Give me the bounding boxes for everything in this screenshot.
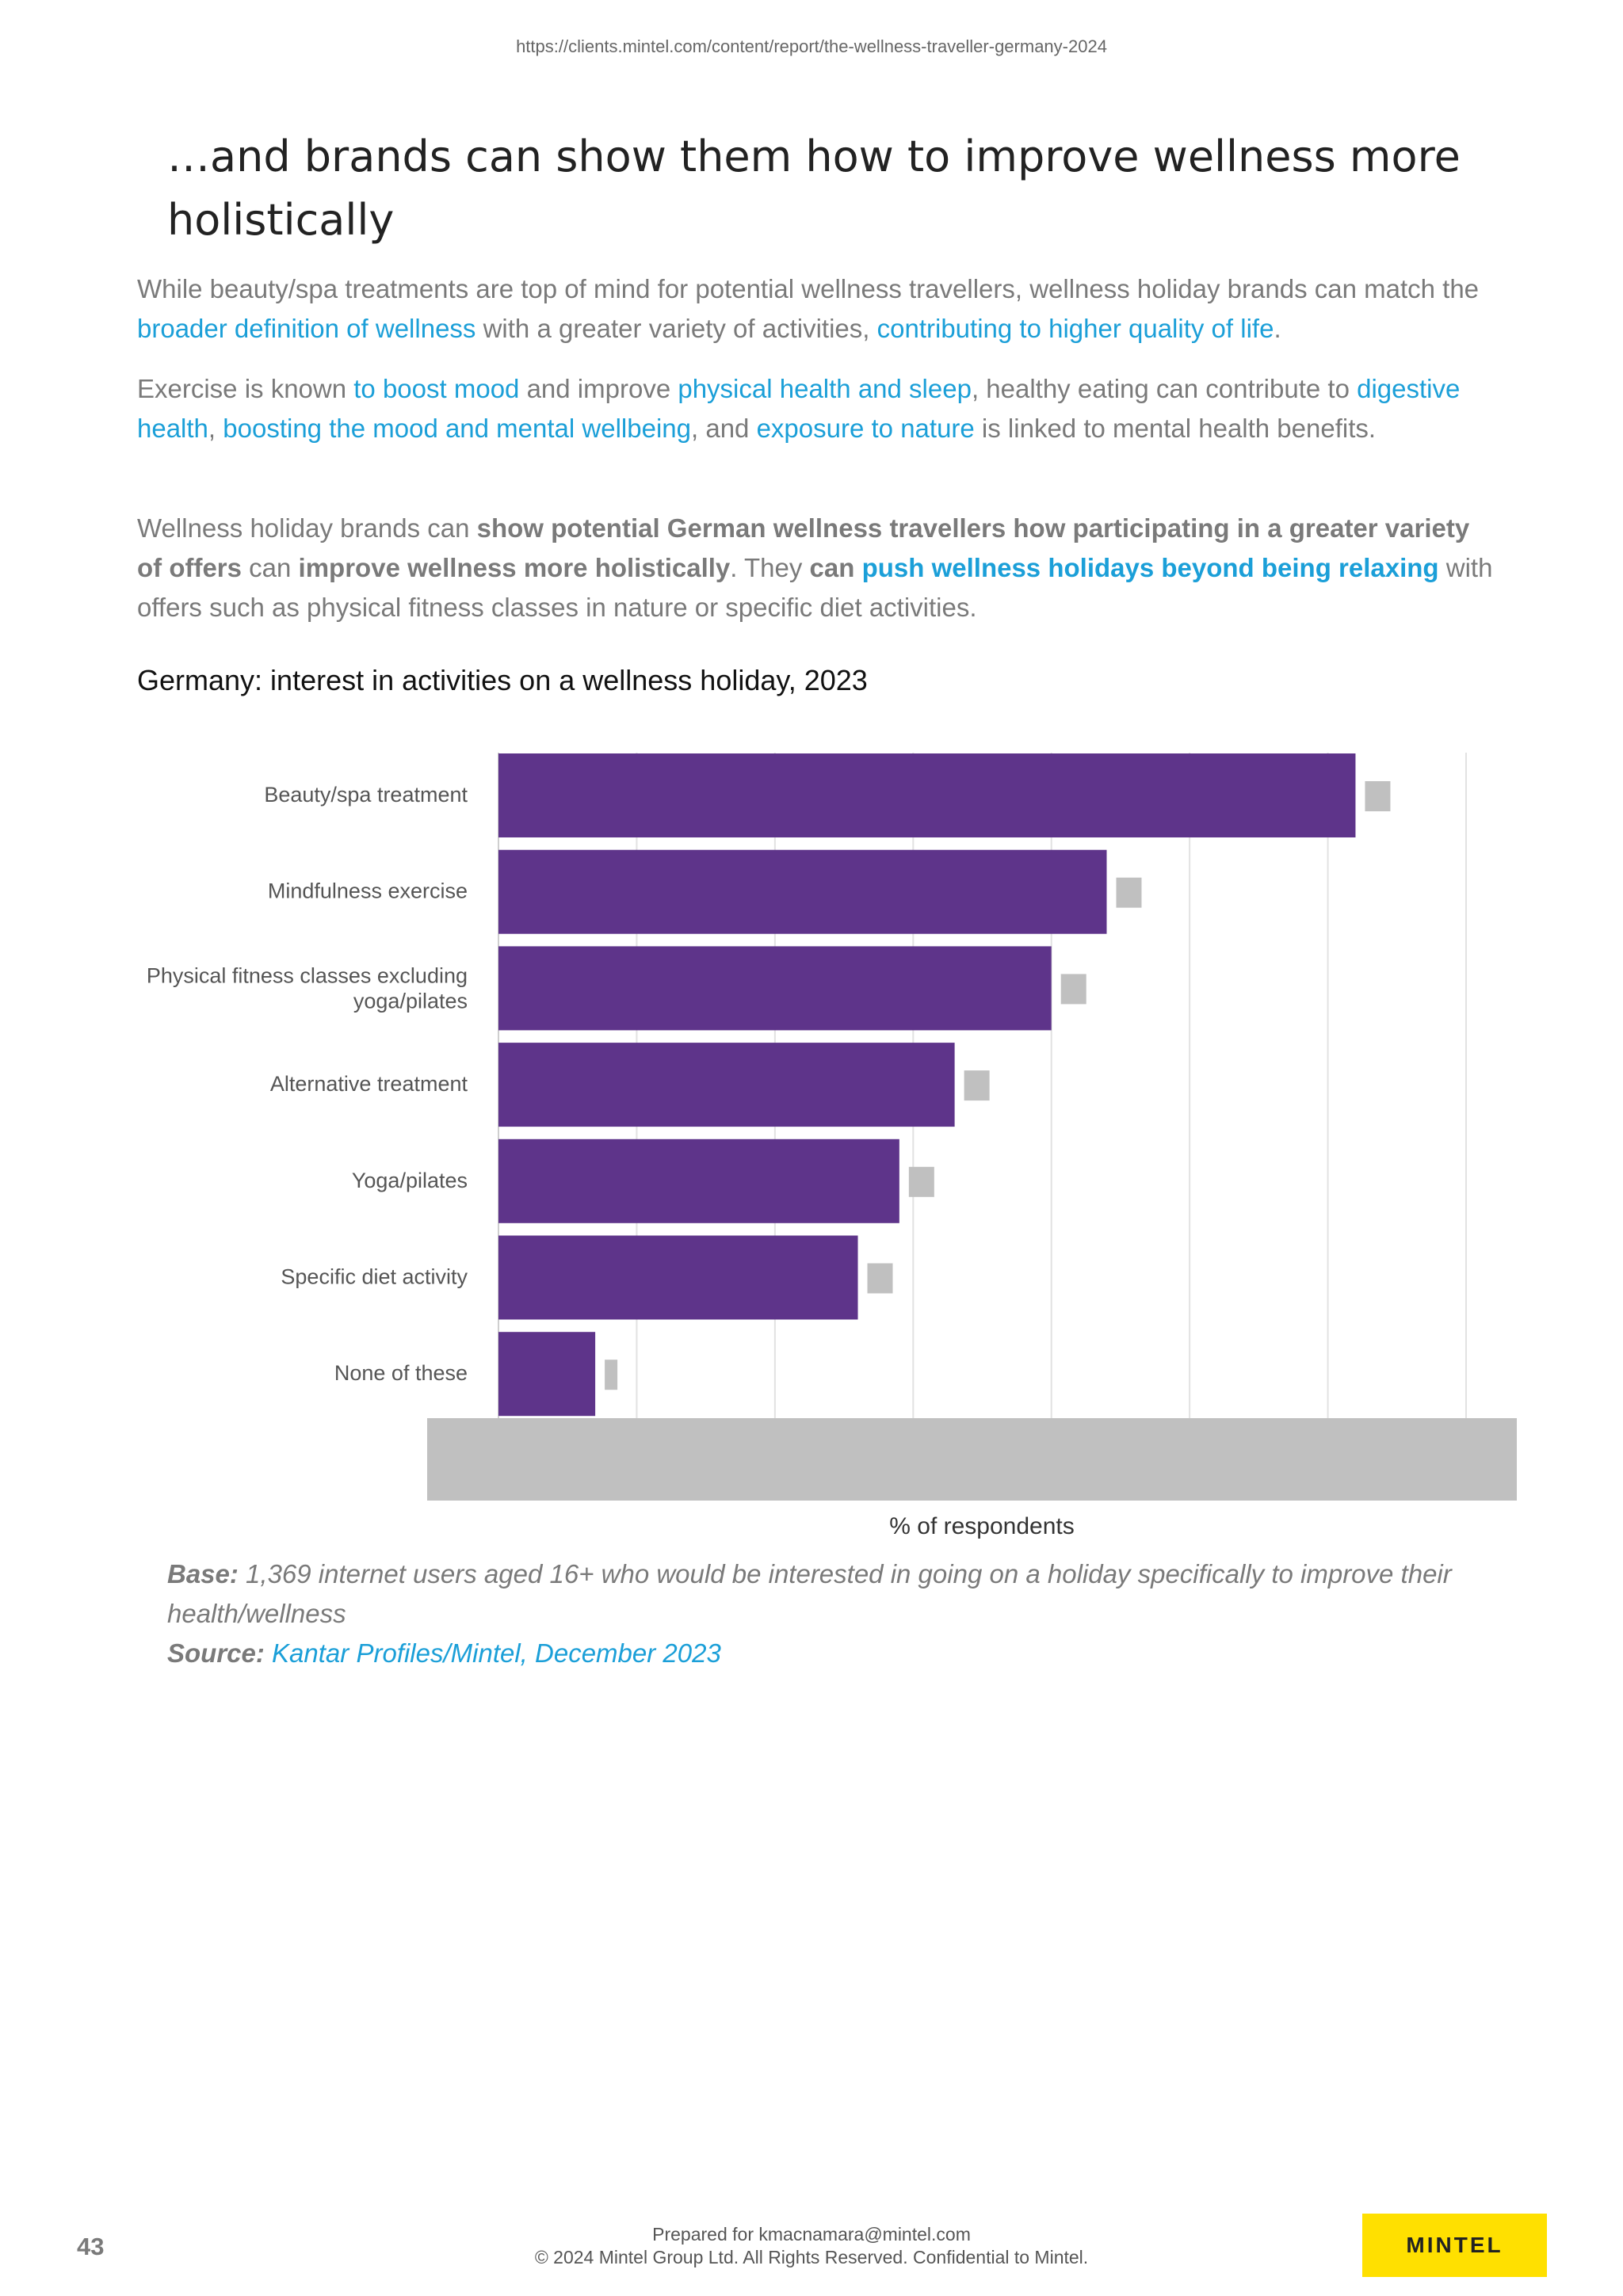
- emphasis: improve wellness more holistically: [298, 553, 731, 582]
- text: , and: [691, 414, 757, 443]
- report-url: https://clients.mintel.com/content/repor…: [516, 36, 1107, 56]
- text: Exercise is known: [137, 374, 354, 403]
- category-label: Beauty/spa treatment: [264, 783, 468, 807]
- category-label: Yoga/pilates: [352, 1169, 468, 1192]
- source-link[interactable]: Kantar Profiles/Mintel, December 2023: [272, 1638, 721, 1668]
- category-label: Specific diet activity: [281, 1265, 468, 1289]
- bar-marker: [908, 1166, 934, 1197]
- link-quality-of-life[interactable]: contributing to higher quality of life: [876, 314, 1274, 343]
- link-boost-mood[interactable]: to boost mood: [353, 374, 520, 403]
- x-axis-label: % of respondents: [889, 1513, 1074, 1539]
- bar: [498, 1043, 955, 1127]
- chart-title: Germany: interest in activities on a wel…: [137, 664, 868, 696]
- link-broader-definition[interactable]: broader definition of wellness: [137, 314, 476, 343]
- link-beyond-relaxing[interactable]: push wellness holidays beyond being rela…: [861, 553, 1439, 582]
- category-label: Mindfulness exercise: [268, 879, 468, 903]
- paragraph-brands: Wellness holiday brands can show potenti…: [137, 509, 1500, 627]
- emphasis: can: [809, 553, 855, 582]
- category-label: None of these: [334, 1361, 468, 1385]
- paragraph-intro: While beauty/spa treatments are top of m…: [137, 269, 1500, 349]
- text: with a greater variety of activities,: [475, 314, 877, 343]
- mintel-logo: MINTEL: [1362, 2214, 1547, 2277]
- bar: [498, 946, 1052, 1031]
- text: is linked to mental health benefits.: [974, 414, 1377, 443]
- copyright: © 2024 Mintel Group Ltd. All Rights Rese…: [534, 2247, 1089, 2267]
- base-text: 1,369 internet users aged 16+ who would …: [167, 1559, 1452, 1628]
- link-digestive-health[interactable]: digestive health: [137, 374, 1461, 443]
- bar: [498, 1138, 899, 1223]
- link-mental-wellbeing[interactable]: boosting the mood and mental wellbeing: [223, 414, 691, 443]
- page-title: …and brands can show them how to improve…: [167, 132, 1461, 245]
- category-label: Alternative treatment: [270, 1072, 468, 1096]
- bar: [498, 753, 1356, 837]
- prepared-for: Prepared for kmacnamara@mintel.com: [652, 2224, 971, 2245]
- base-note: Base: 1,369 internet users aged 16+ who …: [167, 1554, 1514, 1634]
- bar-marker: [605, 1360, 618, 1390]
- source-note: Source: Kantar Profiles/Mintel, December…: [167, 1634, 1514, 1673]
- bar-marker: [867, 1263, 893, 1294]
- source-label: Source:: [167, 1638, 265, 1668]
- bar: [498, 1332, 596, 1417]
- text: While beauty/spa treatments are top of m…: [137, 274, 1480, 303]
- footer: Prepared for kmacnamara@mintel.com © 202…: [0, 2223, 1623, 2269]
- text: , healthy eating can contribute to: [971, 374, 1358, 403]
- link-physical-health[interactable]: physical health and sleep: [678, 374, 972, 403]
- text: and improve: [519, 374, 678, 403]
- text: . They: [730, 553, 810, 582]
- link-exposure-to-nature[interactable]: exposure to nature: [756, 414, 975, 443]
- paragraph-exercise: Exercise is known to boost mood and impr…: [137, 369, 1500, 448]
- emphasis: show potential German wellness traveller…: [137, 513, 1470, 582]
- text: with offers such as physical fitness cla…: [137, 553, 1493, 622]
- text: ,: [208, 414, 223, 443]
- text: .: [1274, 314, 1281, 343]
- text: Wellness holiday brands can: [137, 513, 477, 543]
- chart-notes: Base: 1,369 internet users aged 16+ who …: [167, 1554, 1514, 1673]
- category-label: Physical fitness classes excluding yoga/p…: [147, 963, 468, 1013]
- bar-marker: [1060, 974, 1086, 1005]
- bar: [498, 849, 1107, 934]
- x-axis-band: [427, 1418, 1517, 1501]
- bar: [498, 1235, 858, 1320]
- base-label: Base:: [167, 1559, 239, 1589]
- page-number: 43: [77, 2233, 105, 2260]
- bar-marker: [1365, 781, 1391, 811]
- text: can: [242, 553, 299, 582]
- bar-marker: [1116, 877, 1142, 908]
- bar-marker: [964, 1070, 990, 1101]
